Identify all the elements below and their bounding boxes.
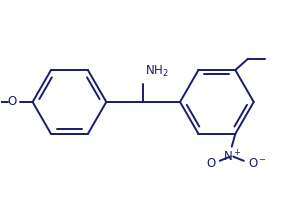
Text: O$^-$: O$^-$: [248, 157, 267, 170]
Text: O: O: [7, 95, 16, 108]
Text: N$^+$: N$^+$: [223, 149, 241, 165]
Text: NH$_2$: NH$_2$: [145, 64, 168, 79]
Text: O: O: [206, 157, 215, 170]
